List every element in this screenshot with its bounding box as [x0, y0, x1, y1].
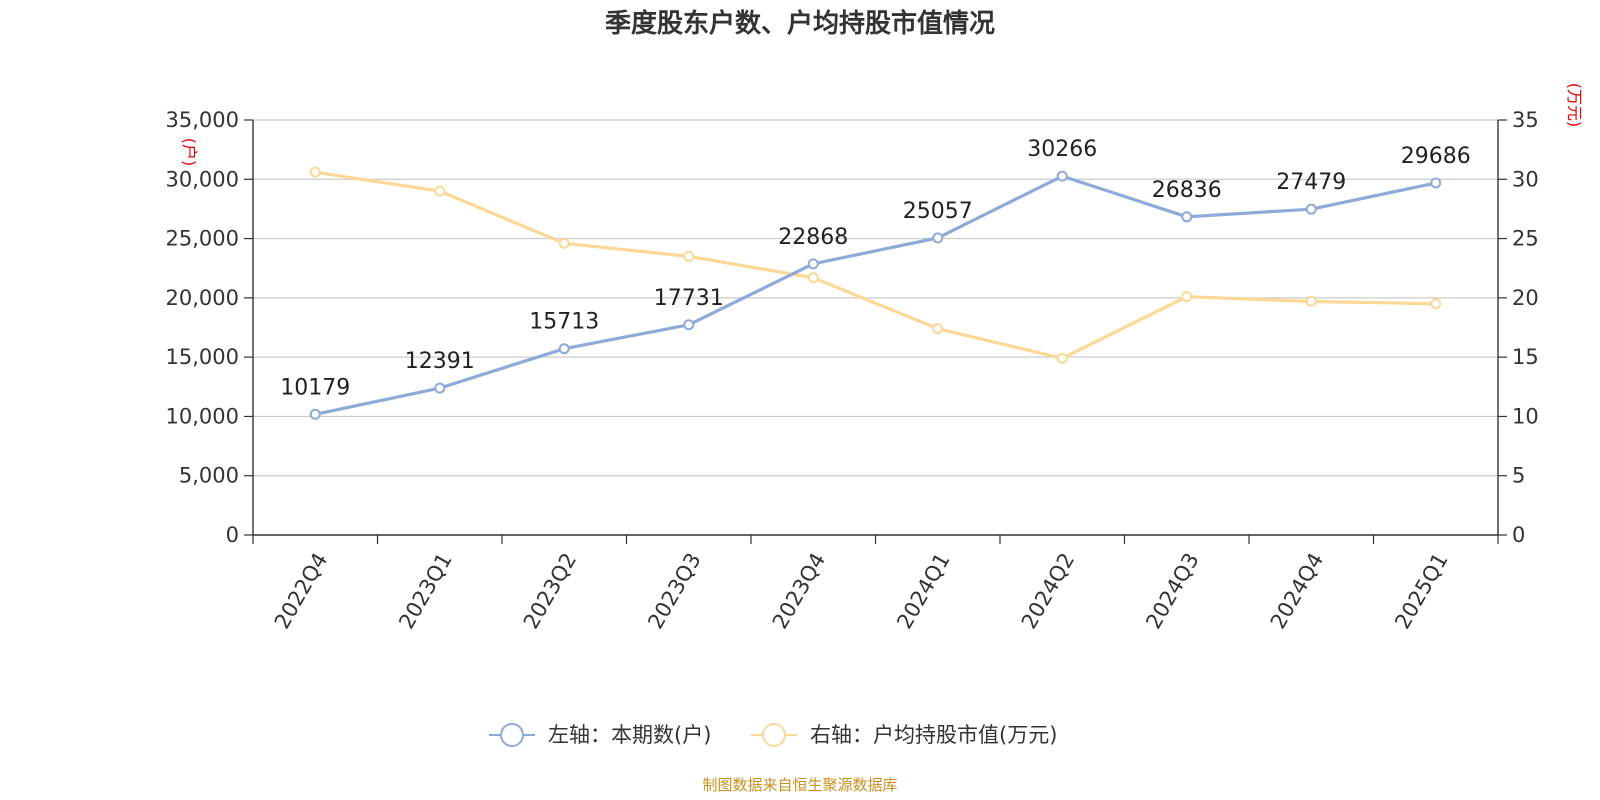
source-note: 制图数据来自恒生聚源数据库	[702, 776, 897, 794]
left-axis-tick-label: 20,000	[166, 286, 239, 310]
data-label: 22868	[778, 225, 848, 250]
left-axis-tick-label: 0	[226, 523, 239, 547]
x-axis-tick-label: 2024Q4	[1266, 549, 1328, 633]
x-axis-tick-label: 2023Q3	[643, 549, 705, 633]
data-point-left[interactable]	[558, 343, 570, 355]
right-axis-tick-label: 10	[1512, 404, 1539, 428]
x-axis-tick-label: 2023Q2	[519, 549, 581, 633]
series-right	[309, 166, 1442, 364]
legend-swatch-marker	[762, 723, 786, 747]
legend[interactable]: 左轴：本期数(户) 右轴：户均持股市值(万元)	[489, 723, 1057, 747]
right-axis-tick-label: 35	[1512, 108, 1539, 132]
x-axis-tick-label: 2022Q4	[270, 549, 332, 633]
left-axis-unit: (户)	[180, 138, 199, 167]
x-axis-tick-label: 2023Q4	[768, 549, 830, 633]
data-point-left[interactable]	[932, 232, 944, 244]
data-point-right[interactable]	[558, 237, 570, 249]
data-label: 30266	[1027, 137, 1097, 162]
data-point-right[interactable]	[1181, 291, 1193, 303]
left-axis-tick-label: 5,000	[179, 464, 239, 488]
data-label: 27479	[1276, 170, 1346, 195]
data-point-left[interactable]	[309, 408, 321, 420]
left-axis-tick-label: 35,000	[166, 108, 239, 132]
right-axis-tick-label: 25	[1512, 227, 1539, 251]
left-axis-tick-label: 25,000	[166, 227, 239, 251]
data-label: 10179	[280, 375, 350, 400]
data-label: 26836	[1152, 178, 1222, 203]
x-axis-tick-label: 2024Q1	[892, 549, 954, 633]
data-point-left[interactable]	[807, 258, 819, 270]
left-axis-tick-label: 10,000	[166, 404, 239, 428]
data-point-left[interactable]	[1430, 177, 1442, 189]
chart-title: 季度股东户数、户均持股市值情况	[605, 8, 995, 39]
data-point-right[interactable]	[932, 323, 944, 335]
data-point-right[interactable]	[683, 250, 695, 262]
data-point-right[interactable]	[1056, 352, 1068, 364]
data-label: 29686	[1401, 144, 1471, 169]
data-label: 12391	[405, 349, 475, 374]
legend-item-right-series[interactable]: 右轴：户均持股市值(万元)	[751, 723, 1057, 747]
right-axis-tick-label: 30	[1512, 167, 1539, 191]
data-point-right[interactable]	[1430, 298, 1442, 310]
grid-lines	[253, 119, 1498, 477]
data-label: 17731	[654, 286, 724, 311]
legend-label: 左轴：本期数(户)	[548, 723, 711, 747]
data-label: 25057	[903, 199, 973, 224]
right-axis-unit: (万元)	[1565, 83, 1584, 128]
x-axis-tick-label: 2023Q1	[394, 549, 456, 633]
legend-swatch-marker	[500, 723, 524, 747]
series-line-right	[315, 170, 1436, 360]
series-left	[309, 170, 1442, 420]
data-point-right[interactable]	[309, 166, 321, 178]
data-point-left[interactable]	[1305, 203, 1317, 215]
data-labels: 10179 12391 15713 17731 22868 25057 30266 26836…	[280, 137, 1471, 400]
series-line-left	[314, 174, 1437, 416]
data-point-right[interactable]	[434, 185, 446, 197]
right-axis-tick-label: 5	[1512, 464, 1525, 488]
right-axis-tick-label: 15	[1512, 345, 1539, 369]
data-label: 15713	[529, 310, 599, 335]
data-point-left[interactable]	[1181, 211, 1193, 223]
data-point-left[interactable]	[1056, 170, 1068, 182]
x-axis-tick-label: 2025Q1	[1390, 549, 1452, 633]
data-point-right[interactable]	[1305, 295, 1317, 307]
x-axis-tick-label: 2024Q3	[1141, 549, 1203, 633]
right-axis-tick-label: 0	[1512, 523, 1525, 547]
x-axis-tick-label: 2024Q2	[1017, 549, 1079, 633]
data-point-left[interactable]	[434, 382, 446, 394]
legend-label: 右轴：户均持股市值(万元)	[810, 723, 1057, 747]
data-point-right[interactable]	[807, 272, 819, 284]
left-axis-tick-label: 30,000	[166, 167, 239, 191]
data-point-left[interactable]	[683, 319, 695, 331]
legend-item-left-series[interactable]: 左轴：本期数(户)	[489, 723, 711, 747]
left-axis-tick-label: 15,000	[166, 345, 239, 369]
right-axis-tick-label: 20	[1512, 286, 1539, 310]
series	[309, 166, 1442, 420]
